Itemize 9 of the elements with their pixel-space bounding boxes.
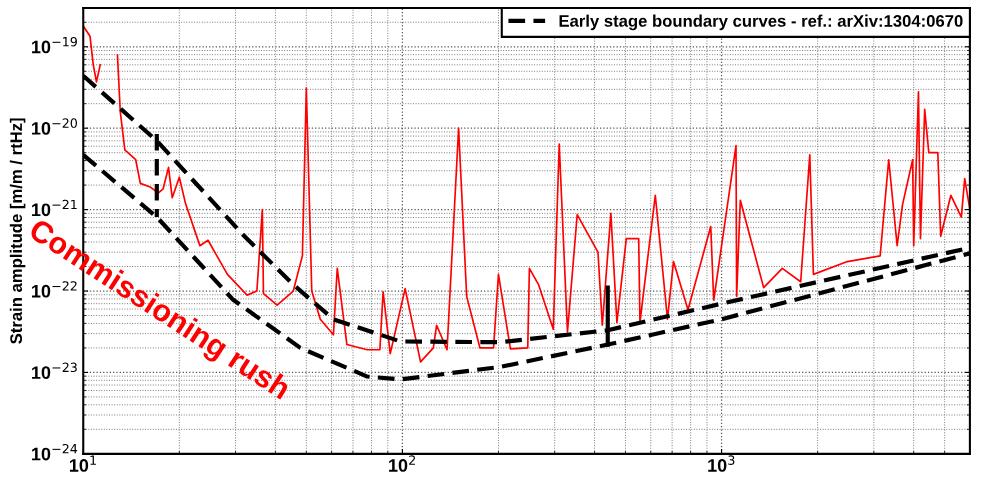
- y-tick-label: 10$^{−20}$: [32, 118, 77, 135]
- legend-label: Early stage boundary curves - ref.: arXiv:1304:0670: [559, 14, 963, 31]
- y-tick-label: 10$^{−23}$: [32, 362, 77, 380]
- x-tick-label: 10$^{2}$: [389, 455, 415, 472]
- y-tick-label: 10$^{−19}$: [32, 36, 77, 54]
- x-tick-label: 10$^{1}$: [69, 455, 96, 472]
- y-axis-title: Strain amplitude [m/m / rtHz]: [9, 118, 26, 344]
- x-tick-label: 10$^{3}$: [708, 455, 735, 472]
- y-tick-label: 10$^{−21}$: [32, 199, 77, 217]
